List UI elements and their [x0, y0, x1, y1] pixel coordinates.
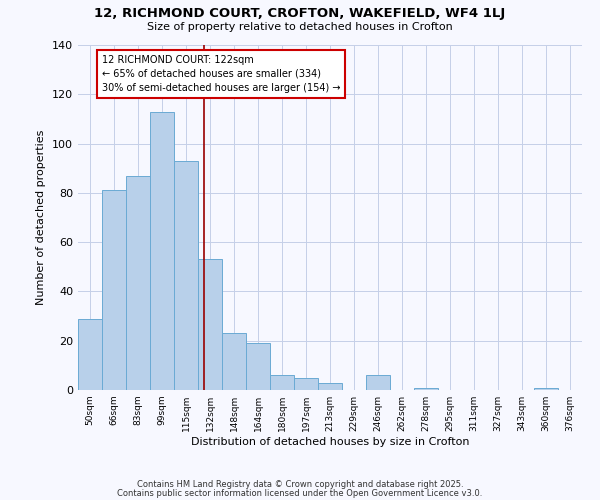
X-axis label: Distribution of detached houses by size in Crofton: Distribution of detached houses by size … — [191, 437, 469, 447]
Text: Contains public sector information licensed under the Open Government Licence v3: Contains public sector information licen… — [118, 488, 482, 498]
Bar — [318, 382, 342, 390]
Bar — [102, 190, 126, 390]
Bar — [414, 388, 438, 390]
Bar — [270, 375, 294, 390]
Bar — [294, 378, 318, 390]
Bar — [174, 161, 198, 390]
Bar — [126, 176, 150, 390]
Bar — [78, 318, 102, 390]
Bar — [366, 375, 390, 390]
Bar — [222, 334, 246, 390]
Bar — [534, 388, 558, 390]
Text: Size of property relative to detached houses in Crofton: Size of property relative to detached ho… — [147, 22, 453, 32]
Bar — [198, 260, 222, 390]
Text: 12, RICHMOND COURT, CROFTON, WAKEFIELD, WF4 1LJ: 12, RICHMOND COURT, CROFTON, WAKEFIELD, … — [94, 8, 506, 20]
Bar — [246, 343, 270, 390]
Y-axis label: Number of detached properties: Number of detached properties — [37, 130, 46, 305]
Text: Contains HM Land Registry data © Crown copyright and database right 2025.: Contains HM Land Registry data © Crown c… — [137, 480, 463, 489]
Text: 12 RICHMOND COURT: 122sqm
← 65% of detached houses are smaller (334)
30% of semi: 12 RICHMOND COURT: 122sqm ← 65% of detac… — [102, 55, 341, 93]
Bar — [150, 112, 174, 390]
